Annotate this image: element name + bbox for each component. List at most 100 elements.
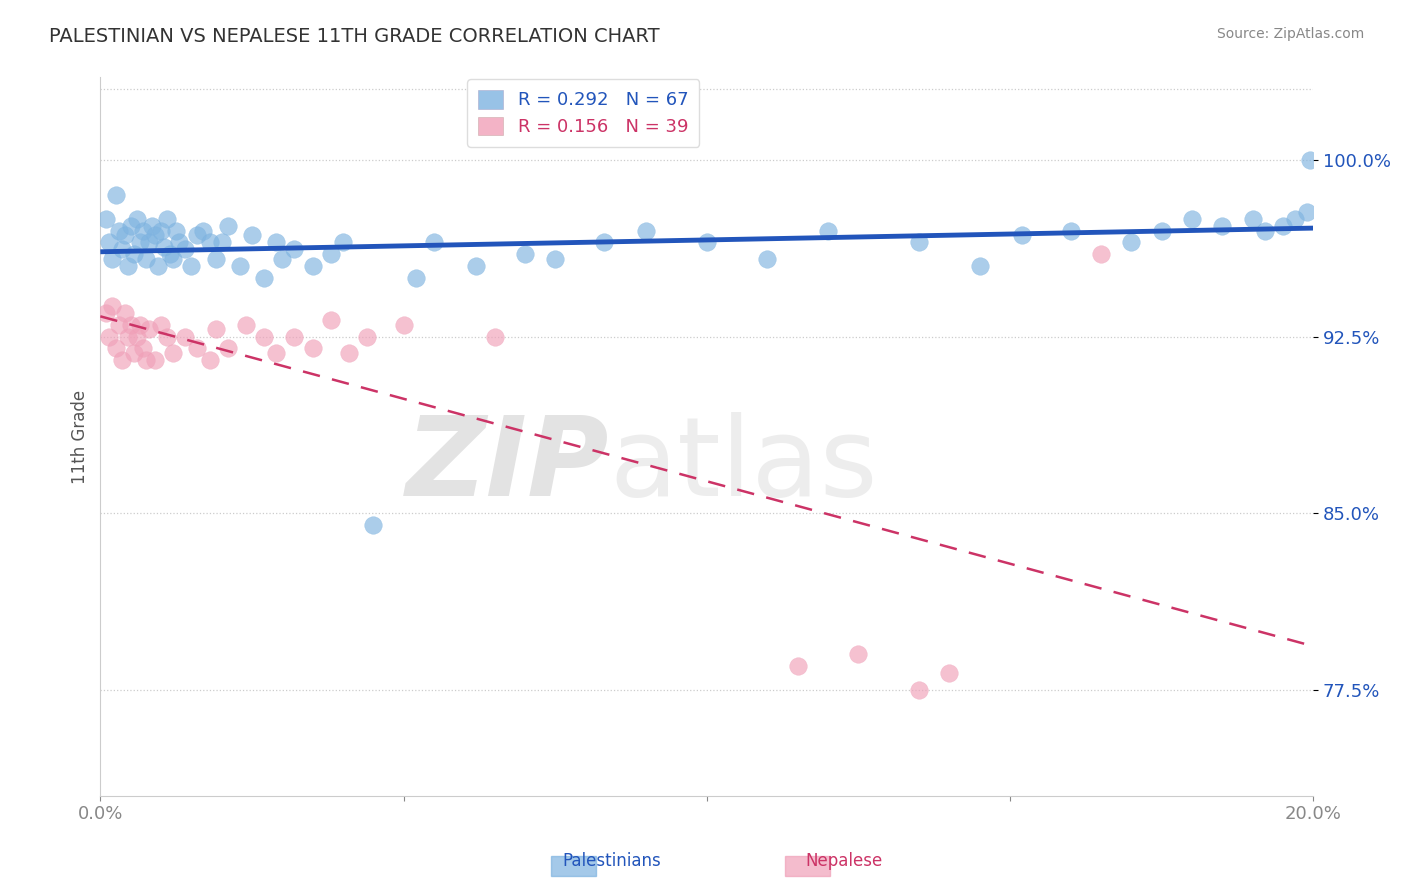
- Point: [301, 259, 323, 273]
- Point: [107, 318, 129, 332]
- Point: [146, 259, 169, 273]
- Point: [592, 235, 614, 250]
- Point: [513, 247, 536, 261]
- Point: [138, 235, 160, 250]
- Point: [156, 211, 179, 226]
- Point: [165, 223, 187, 237]
- Point: [110, 243, 132, 257]
- Point: [405, 270, 427, 285]
- Point: [104, 341, 127, 355]
- Point: [96, 211, 118, 226]
- Point: [1271, 219, 1294, 233]
- Point: [193, 223, 215, 237]
- Point: [465, 259, 488, 273]
- Point: [128, 235, 150, 250]
- Point: [1181, 211, 1204, 226]
- Point: [174, 329, 197, 343]
- Point: [264, 235, 287, 250]
- Point: [101, 299, 124, 313]
- Point: [217, 341, 239, 355]
- Point: [1121, 235, 1143, 250]
- Point: [938, 666, 960, 681]
- Point: [423, 235, 446, 250]
- Point: [104, 188, 127, 202]
- Point: [162, 252, 184, 266]
- Point: [135, 353, 157, 368]
- Point: [544, 252, 567, 266]
- Point: [271, 252, 294, 266]
- Point: [211, 235, 233, 250]
- Point: [150, 223, 173, 237]
- Point: [143, 353, 166, 368]
- Point: [125, 211, 148, 226]
- Point: [756, 252, 779, 266]
- Text: Nepalese: Nepalese: [806, 852, 882, 870]
- Point: [98, 329, 121, 343]
- Point: [107, 223, 129, 237]
- Point: [122, 247, 145, 261]
- Point: [908, 235, 931, 250]
- Point: [150, 318, 173, 332]
- Point: [1060, 223, 1083, 237]
- Point: [114, 306, 136, 320]
- Point: [969, 259, 991, 273]
- Point: [1241, 211, 1264, 226]
- Point: [283, 329, 305, 343]
- Point: [1011, 228, 1033, 243]
- Point: [696, 235, 718, 250]
- Point: [229, 259, 252, 273]
- Point: [264, 346, 287, 360]
- Point: [253, 329, 276, 343]
- Point: [848, 648, 870, 662]
- Point: [162, 346, 184, 360]
- Point: [117, 329, 139, 343]
- Point: [217, 219, 239, 233]
- Point: [786, 659, 808, 673]
- Legend: R = 0.292   N = 67, R = 0.156   N = 39: R = 0.292 N = 67, R = 0.156 N = 39: [467, 79, 699, 147]
- Text: ZIP: ZIP: [406, 412, 610, 519]
- Point: [1254, 223, 1277, 237]
- Point: [1296, 204, 1319, 219]
- Point: [356, 329, 378, 343]
- Text: Palestinians: Palestinians: [562, 852, 661, 870]
- Text: atlas: atlas: [610, 412, 879, 519]
- Point: [319, 313, 342, 327]
- Point: [96, 306, 118, 320]
- Point: [1284, 211, 1306, 226]
- Point: [156, 329, 179, 343]
- Point: [153, 240, 176, 254]
- Point: [392, 318, 415, 332]
- Point: [198, 353, 221, 368]
- Point: [98, 235, 121, 250]
- Point: [204, 252, 226, 266]
- Point: [186, 341, 208, 355]
- Point: [125, 329, 148, 343]
- Point: [204, 322, 226, 336]
- Point: [908, 682, 931, 697]
- Point: [1211, 219, 1233, 233]
- Point: [361, 517, 384, 532]
- Point: [117, 259, 139, 273]
- Point: [1090, 247, 1112, 261]
- Point: [159, 247, 181, 261]
- Point: [101, 252, 124, 266]
- Y-axis label: 11th Grade: 11th Grade: [72, 390, 89, 483]
- Point: [120, 219, 142, 233]
- Point: [180, 259, 202, 273]
- Point: [817, 223, 839, 237]
- Point: [1299, 153, 1322, 167]
- Point: [135, 252, 157, 266]
- Point: [283, 243, 305, 257]
- Point: [132, 341, 155, 355]
- Point: [186, 228, 208, 243]
- Point: [120, 318, 142, 332]
- Point: [253, 270, 276, 285]
- Text: PALESTINIAN VS NEPALESE 11TH GRADE CORRELATION CHART: PALESTINIAN VS NEPALESE 11TH GRADE CORRE…: [49, 27, 659, 45]
- Point: [319, 247, 342, 261]
- Point: [122, 346, 145, 360]
- Point: [128, 318, 150, 332]
- Point: [114, 228, 136, 243]
- Point: [484, 329, 506, 343]
- Point: [198, 235, 221, 250]
- Point: [332, 235, 354, 250]
